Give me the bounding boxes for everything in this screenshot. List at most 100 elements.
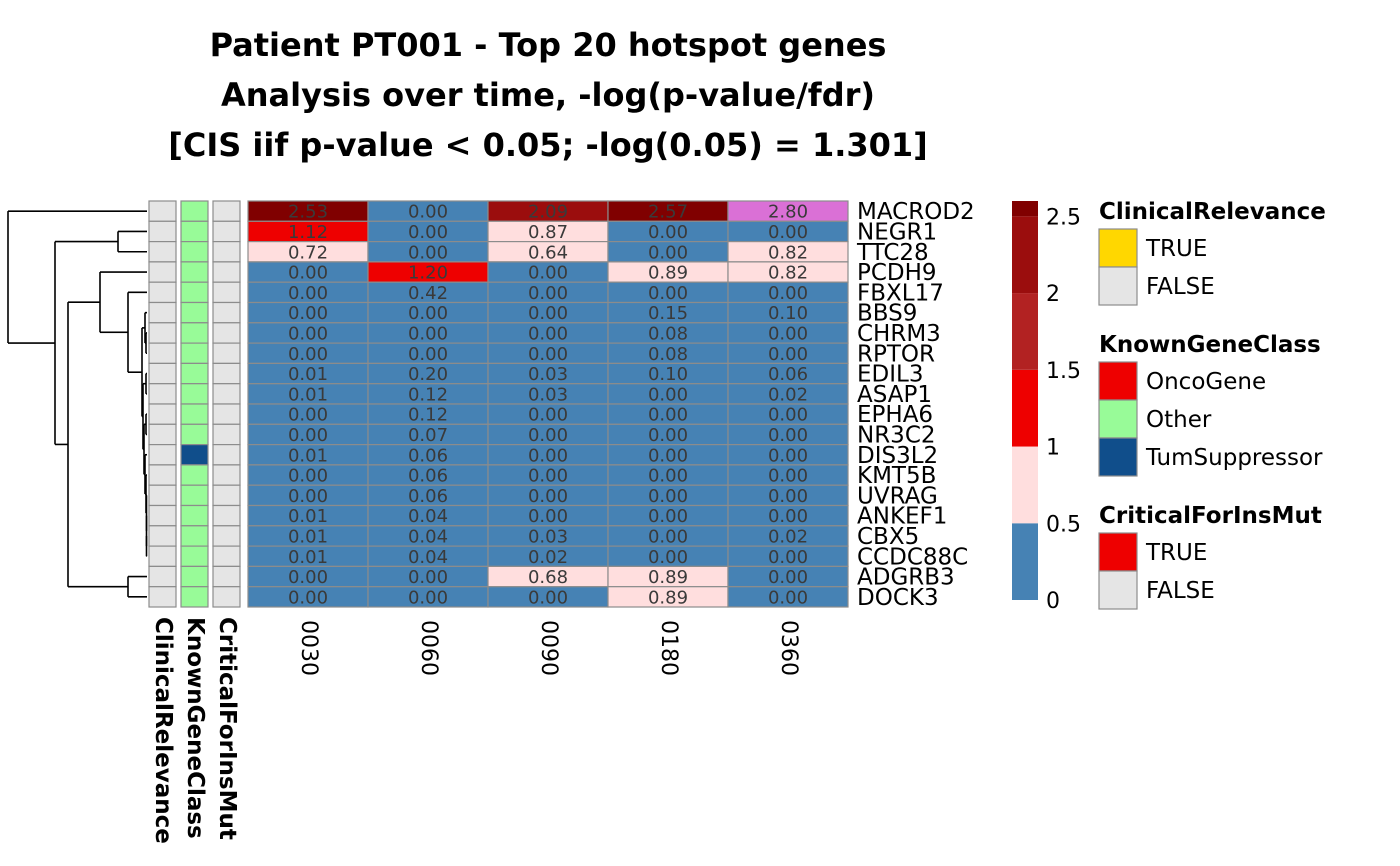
cell-value-label: 0.00 (768, 222, 808, 243)
cell-value-label: 0.00 (768, 486, 808, 507)
annotation-cell (212, 586, 241, 608)
row-label: CCDC88C (857, 544, 968, 570)
annotation-cell (148, 484, 177, 507)
cell-value-label: 0.12 (408, 405, 448, 426)
cell-value-label: 0.00 (528, 486, 568, 507)
column-label: 0090 (536, 620, 561, 676)
annotation-columns (148, 200, 241, 608)
row-label: NR3C2 (857, 422, 936, 448)
color-scale-legend: 0 0.5 1 1.5 2 2.5 (1012, 201, 1081, 614)
annotation-cell (180, 484, 209, 507)
cell-value-label: 0.00 (288, 425, 328, 446)
cell-value-label: 0.64 (528, 242, 568, 263)
cell-value-label: 0.01 (288, 547, 328, 568)
cell-value-label: 0.72 (288, 242, 328, 263)
annotation-cell (148, 261, 177, 283)
annotation-cell (212, 403, 241, 425)
annotation-cell (148, 383, 177, 405)
column-label: 0030 (296, 620, 321, 676)
annotation-cell (180, 383, 209, 405)
annotation-cell (180, 241, 209, 263)
heatmap-cells: 2.53 0.00 2.09 2.57 2.801.12 0.00 0.87 0.00 0.00… (247, 200, 849, 608)
cell-value-label: 0.00 (768, 344, 808, 365)
cell-value-label: 0.00 (408, 202, 448, 223)
annotation-labels: ClinicalRelevance KnownGeneClass CriticalF… (150, 617, 240, 844)
cell-value-label: 0.00 (768, 466, 808, 487)
legend-title: KnownGeneClass (1099, 332, 1321, 358)
annotation-axis-label: ClinicalRelevance (150, 617, 176, 844)
cell-value-label: 0.00 (648, 486, 688, 507)
row-label: EDIL3 (857, 362, 923, 388)
annotation-cell (212, 383, 241, 405)
cell-value-label: 0.00 (648, 425, 688, 446)
annotation-cell (148, 281, 177, 304)
column-labels: 0030 0060 0090 0180 0360 (296, 620, 801, 676)
cell-value-label: 0.00 (528, 405, 568, 426)
annotation-cell (148, 342, 177, 365)
cell-value-label: 0.03 (528, 384, 568, 405)
row-label: EPHA6 (857, 402, 933, 428)
annotation-cell (148, 444, 177, 466)
legend-item-label: TRUE (1145, 540, 1207, 566)
cell-value-label: 0.00 (288, 405, 328, 426)
cell-value-label: 0.89 (648, 587, 688, 608)
annotation-cell (212, 484, 241, 507)
annotation-cell (212, 525, 241, 547)
cell-value-label: 0.00 (528, 587, 568, 608)
cell-value-label: 0.00 (408, 587, 448, 608)
color-scale-segment (1012, 523, 1038, 600)
annotation-cell (180, 403, 209, 425)
annotation-cell (212, 200, 241, 222)
cell-value-label: 0.02 (768, 526, 808, 547)
cell-value-label: 0.00 (528, 263, 568, 284)
cell-value-label: 0.08 (648, 323, 688, 344)
annotation-cell (148, 525, 177, 547)
annotation-cell (148, 545, 177, 567)
cell-value-label: 0.00 (288, 303, 328, 324)
cell-value-label: 0.82 (768, 242, 808, 263)
cell-value-label: 0.82 (768, 263, 808, 284)
cell-value-label: 0.00 (768, 425, 808, 446)
legend-title: ClinicalRelevance (1099, 199, 1326, 225)
cell-value-label: 2.80 (768, 202, 808, 223)
annotation-cell (212, 565, 241, 588)
title-line-1: Patient PT001 - Top 20 hotspot genes (210, 26, 887, 64)
cell-value-label: 0.00 (528, 344, 568, 365)
legend-item-label: TRUE (1145, 236, 1207, 262)
cell-value-label: 0.10 (768, 303, 808, 324)
cell-value-label: 0.00 (288, 486, 328, 507)
annotation-cell (180, 362, 209, 385)
color-scale-segment (1012, 446, 1038, 524)
row-label: UVRAG (857, 483, 938, 509)
annotation-cell (180, 525, 209, 547)
color-scale-tick-label: 0.5 (1046, 512, 1081, 537)
cell-value-label: 0.89 (648, 567, 688, 588)
chart-title: Patient PT001 - Top 20 hotspot genes Ana… (168, 26, 928, 164)
legend-item-label: OncoGene (1146, 369, 1266, 395)
cell-value-label: 0.01 (288, 384, 328, 405)
legend-swatch (1098, 437, 1138, 477)
cell-value-label: 0.00 (528, 303, 568, 324)
annotation-cell (212, 423, 241, 446)
color-scale-segment (1012, 369, 1038, 447)
legend-title: CriticalForInsMut (1099, 503, 1322, 529)
annotation-cell (212, 301, 241, 324)
color-scale-segment (1012, 293, 1038, 370)
annotation-cell (212, 281, 241, 304)
annotation-cell (148, 464, 177, 486)
cell-value-label: 0.03 (528, 526, 568, 547)
annotation-cell (212, 241, 241, 263)
annotation-cell (148, 220, 177, 243)
annotation-cell (148, 362, 177, 385)
cell-value-label: 0.00 (768, 323, 808, 344)
legend-swatch (1098, 361, 1138, 401)
row-label: ANKEF1 (857, 504, 947, 530)
row-labels: MACROD2NEGR1TTC28PCDH9FBXL17BBS9CHRM3RPT… (856, 199, 975, 611)
annotation-cell (180, 586, 209, 608)
row-label: ASAP1 (857, 382, 932, 408)
cell-value-label: 0.00 (408, 567, 448, 588)
cell-value-label: 0.00 (768, 587, 808, 608)
cell-value-label: 0.00 (288, 323, 328, 344)
cell-value-label: 0.00 (648, 405, 688, 426)
